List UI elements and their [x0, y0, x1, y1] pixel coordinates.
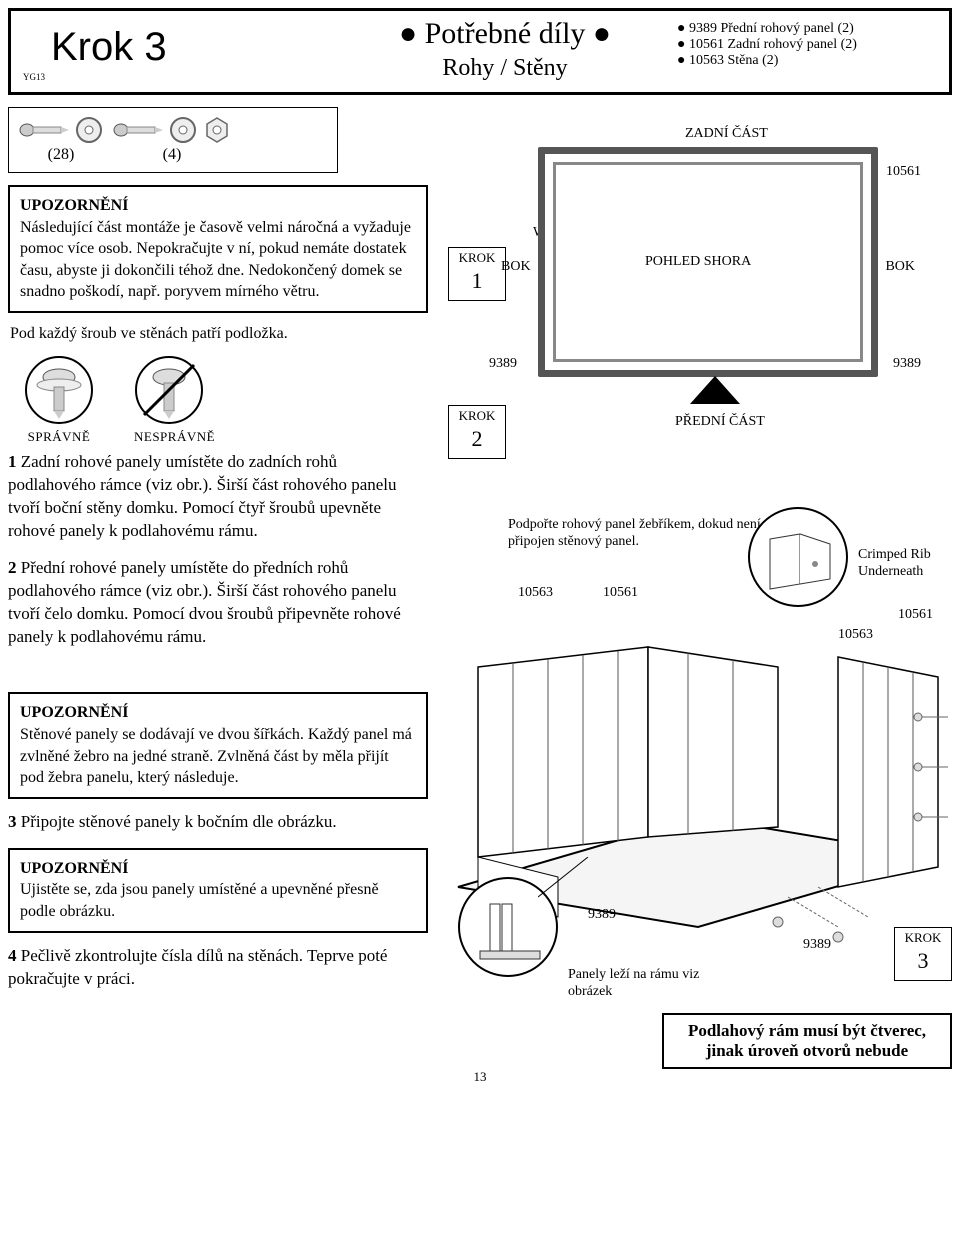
step-badge-2: KROK 2	[448, 405, 506, 459]
pohled-label: POHLED SHORA	[645, 254, 751, 270]
hw-group-1: (28)	[19, 116, 103, 164]
washer-icon	[75, 116, 103, 144]
doc-code: YG13	[23, 72, 333, 82]
wrong-screw-icon	[134, 355, 204, 425]
part-item: 10561 Zadní rohový panel (2)	[677, 37, 937, 53]
correct-screw-icon	[24, 355, 94, 425]
krok-label: KROK	[905, 930, 942, 945]
header-box: Krok 3 YG13 Potřebné díly Rohy / Stěny 9…	[8, 8, 952, 95]
hw-qty-2: (4)	[163, 146, 182, 164]
back-label: ZADNÍ ČÁST	[685, 126, 768, 142]
washer-icon	[169, 116, 197, 144]
instr4-text: Pečlivě zkontrolujte čísla dílů na stěná…	[8, 946, 387, 988]
warning-box-1: UPOZORNĚNÍ Následující část montáže je č…	[8, 185, 428, 313]
p10561-label: 10561	[886, 164, 921, 180]
hw-group-2: (4)	[113, 116, 231, 164]
warning-title: UPOZORNĚNÍ	[20, 860, 128, 877]
p9389-label: 9389	[588, 907, 616, 923]
section-subtitle: Rohy / Stěny	[333, 55, 677, 82]
right-column: Narrow Side 10561 WideSide KROK 1 ZADNÍ …	[438, 107, 952, 1069]
step-number: 3	[895, 948, 951, 974]
section-title: Potřebné díly	[333, 17, 677, 51]
topview-area: Narrow Side 10561 WideSide KROK 1 ZADNÍ …	[438, 147, 952, 487]
krok-label: KROK	[459, 408, 496, 423]
p9389-label: 9389	[803, 937, 831, 953]
instruction-1: 1 Zadní rohové panely umístěte do zadníc…	[8, 451, 428, 543]
warning-text: Ujistěte se, zda jsou panely umístěné a …	[20, 881, 379, 920]
p9389-label: 9389	[489, 356, 517, 372]
part-item: 9389 Přední rohový panel (2)	[677, 21, 937, 37]
nut-icon	[203, 116, 231, 144]
instruction-4: 4 Pečlivě zkontrolujte čísla dílů na stě…	[8, 945, 428, 991]
leader-line-icon	[538, 857, 598, 907]
left-column: (28)	[8, 107, 428, 1069]
instr3-text: Připojte stěnové panely k bočním dle obr…	[21, 812, 337, 831]
screw-icon	[19, 119, 69, 141]
step-number: 1	[449, 268, 505, 294]
warning-text: Následující část montáže je časově velmi…	[20, 219, 411, 301]
correct-label: SPRÁVNĚ	[24, 429, 94, 445]
hw-qty-1: (28)	[48, 146, 75, 164]
screw-icon	[113, 119, 163, 141]
part-item: 10563 Stěna (2)	[677, 53, 937, 69]
krok-label: KROK	[459, 250, 496, 265]
warning-box-2: UPOZORNĚNÍ Stěnové panely se dodávají ve…	[8, 692, 428, 798]
washer-note: Pod každý šroub ve stěnách patří podložk…	[10, 325, 428, 343]
crimped-label: Crimped Rib Underneath	[858, 547, 931, 581]
front-label: PŘEDNÍ ČÁST	[675, 414, 765, 430]
p9389-label: 9389	[893, 356, 921, 372]
bok-label: BOK	[501, 259, 531, 275]
ladder-note: Podpořte rohový panel žebříkem, dokud ne…	[508, 517, 761, 551]
correct-item: SPRÁVNĚ	[24, 355, 94, 445]
step-badge-1: KROK 1	[448, 247, 506, 301]
header-center: Potřebné díly Rohy / Stěny	[333, 17, 677, 82]
page-number: 13	[8, 1069, 952, 1085]
floor-note: Podlahový rám musí být čtverec, jinak úr…	[662, 1013, 952, 1069]
content-area: (28)	[8, 107, 952, 1069]
hardware-box: (28)	[8, 107, 338, 173]
wrong-item: NESPRÁVNĚ	[134, 355, 215, 445]
step-badge-3: KROK 3	[894, 927, 952, 981]
arrow-up-icon	[690, 376, 740, 404]
instruction-3: 3 Připojte stěnové panely k bočním dle o…	[8, 811, 428, 834]
iso-area: Podpořte rohový panel žebříkem, dokud ne…	[438, 507, 952, 1007]
panel-note: Panely leží na rámu viz obrázek	[568, 967, 699, 1001]
warning-box-3: UPOZORNĚNÍ Ujistěte se, zda jsou panely …	[8, 848, 428, 933]
warning-text: Stěnové panely se dodávají ve dvou šířká…	[20, 726, 412, 786]
header-left: Krok 3 YG13	[23, 17, 333, 82]
parts-list: 9389 Přední rohový panel (2) 10561 Zadní…	[677, 17, 937, 69]
warning-title: UPOZORNĚNÍ	[20, 197, 128, 214]
correct-wrong-row: SPRÁVNĚ NESPRÁVNĚ	[24, 355, 428, 445]
bok-label: BOK	[885, 259, 915, 275]
step-number: 2	[449, 426, 505, 452]
wrong-label: NESPRÁVNĚ	[134, 429, 215, 445]
topview-frame: ZADNÍ ČÁST 10561 BOK POHLED SHORA BOK 93…	[538, 147, 878, 377]
instr1-text: Zadní rohové panely umístěte do zadních …	[8, 452, 397, 540]
warning-title: UPOZORNĚNÍ	[20, 704, 128, 721]
instruction-2: 2 Přední rohové panely umístěte do předn…	[8, 557, 428, 649]
step-title: Krok 3	[51, 25, 333, 70]
instr2-text: Přední rohové panely umístěte do předníc…	[8, 558, 401, 646]
